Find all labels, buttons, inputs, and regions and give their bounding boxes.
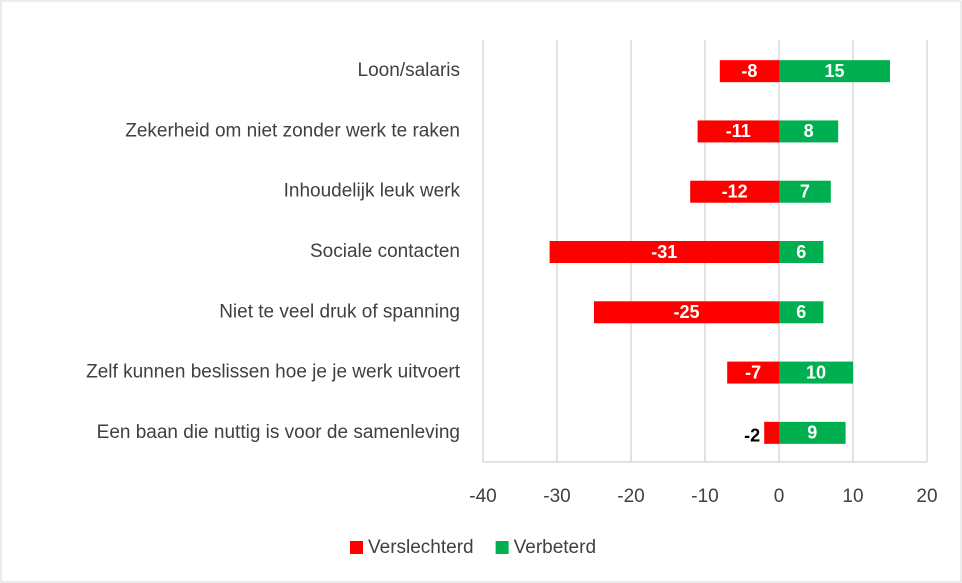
value-label: 10 <box>806 362 826 382</box>
value-label: 6 <box>796 302 806 322</box>
bar <box>594 301 779 324</box>
x-tick-label: -40 <box>469 486 496 507</box>
value-label: -11 <box>726 121 751 141</box>
value-label: 9 <box>807 423 817 443</box>
bar <box>779 180 831 203</box>
category-label: Een baan die nuttig is voor de samenlevi… <box>97 422 460 443</box>
value-label: 6 <box>796 242 806 262</box>
legend-swatch <box>350 541 363 554</box>
value-label: 15 <box>824 61 844 81</box>
bar <box>779 361 853 384</box>
value-label: -7 <box>745 362 761 382</box>
bar <box>779 241 824 263</box>
bar <box>779 60 890 83</box>
bar <box>697 120 779 143</box>
bar <box>549 241 779 263</box>
legend-label: Verslechterd <box>368 537 474 558</box>
bar <box>727 361 779 384</box>
bar <box>690 180 779 203</box>
x-tick-label: -20 <box>617 486 644 507</box>
bar <box>719 60 779 83</box>
legend-swatch <box>495 541 509 554</box>
value-label: -25 <box>673 302 699 322</box>
value-label: 8 <box>804 121 814 141</box>
x-tick-label: 0 <box>774 486 785 507</box>
x-tick-label: -30 <box>543 486 570 507</box>
bar <box>779 120 839 143</box>
bar <box>779 421 846 444</box>
bar <box>779 301 824 324</box>
x-tick-label: 20 <box>916 486 937 507</box>
value-label: 7 <box>800 181 810 201</box>
value-label: -2 <box>744 426 760 446</box>
category-label: Zekerheid om niet zonder werk te raken <box>125 120 460 141</box>
category-label: Zelf kunnen beslissen hoe je je werk uit… <box>86 362 461 383</box>
value-label: -8 <box>741 61 757 81</box>
category-label: Inhoudelijk leuk werk <box>284 181 461 202</box>
x-tick-label: 10 <box>842 486 863 507</box>
category-label: Niet te veel druk of spanning <box>219 301 460 322</box>
value-label: -12 <box>722 181 748 201</box>
bar <box>764 421 779 444</box>
category-label: Sociale contacten <box>310 241 460 262</box>
legend-label: Verbeterd <box>514 537 596 558</box>
x-tick-label: -10 <box>691 486 718 507</box>
value-label: -31 <box>651 242 677 262</box>
category-label: Loon/salaris <box>358 60 460 81</box>
